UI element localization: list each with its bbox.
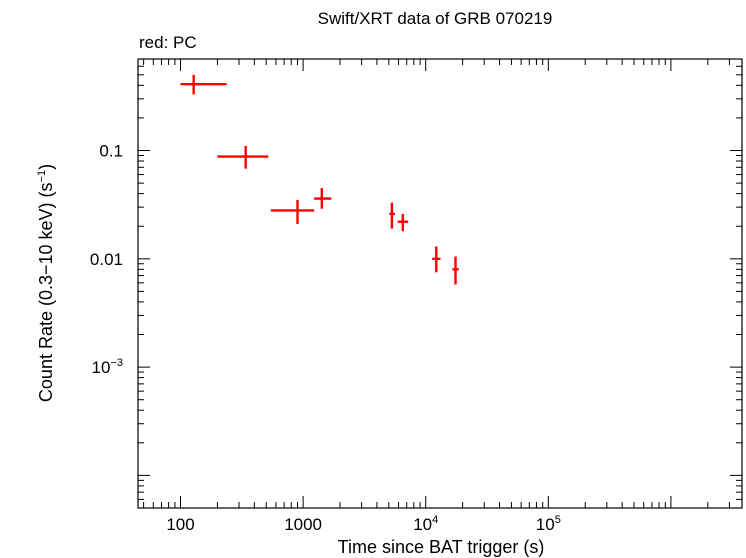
chart-subtitle: red: PC [139,33,197,52]
x-tick-label-base: 1000 [284,515,322,534]
y-tick-label: 0.01 [90,250,123,269]
data-point [389,202,395,229]
x-tick-label: 100 [166,515,194,534]
x-tick-label: 105 [536,514,561,534]
data-point [270,199,315,224]
x-tick-label-sup: 4 [432,514,438,526]
y-axis-label-main: Count Rate (0.3−10 keV) (s [36,182,56,402]
y-tick-label: 10−3 [92,357,123,377]
y-tick-label-base: 0.01 [90,250,123,269]
data-point [452,256,459,285]
y-tick-label-base: 10 [92,358,111,377]
x-tick-label: 1000 [284,515,322,534]
data-point [314,188,332,209]
y-tick-label: 0.1 [99,142,123,161]
x-tick-label: 104 [413,514,438,534]
x-tick-label-sup: 5 [555,514,561,526]
y-tick-label-sup: −3 [110,357,123,369]
data-point [397,213,409,232]
data-point [217,146,269,169]
data-point [432,246,441,273]
y-tick-label-base: 0.1 [99,142,123,161]
x-tick-label-base: 10 [413,515,432,534]
y-axis-label-close: ) [36,164,56,170]
y-axis-label: Count Rate (0.3−10 keV) (s−1) [36,164,56,402]
chart-title: Swift/XRT data of GRB 070219 [318,9,553,28]
x-tick-label-base: 100 [166,515,194,534]
x-tick-label-base: 10 [536,515,555,534]
axis-ticks [138,59,742,509]
y-axis-label-sup: −1 [36,170,48,183]
x-axis-label: Time since BAT trigger (s) [338,537,545,557]
data-points [180,74,459,285]
data-point [180,74,227,95]
plot-frame [137,58,743,509]
